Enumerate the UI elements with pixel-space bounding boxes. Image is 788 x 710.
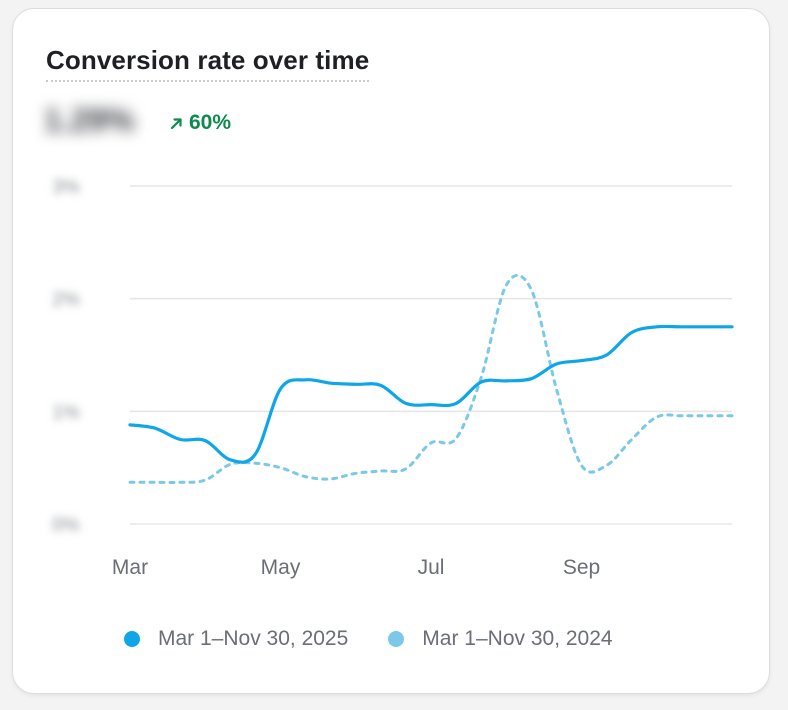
series-line-2025[interactable]: [128, 324, 734, 464]
legend-dot-2024: [388, 631, 405, 647]
y-tick-label: 1%: [52, 402, 80, 423]
x-axis-ticks: Mar May Jul Sep: [112, 556, 600, 579]
chart-series: [128, 273, 734, 484]
legend-dot-2025: [124, 631, 140, 647]
delta-badge: 60%: [170, 110, 231, 136]
x-tick-label: May: [261, 556, 301, 579]
legend-label-2024: Mar 1–Nov 30, 2024: [422, 627, 613, 650]
y-tick-label: 0%: [52, 515, 80, 536]
y-axis-ticks: 0% 1% 2% 3%: [52, 177, 80, 536]
chart-legend: Mar 1–Nov 30, 2025 Mar 1–Nov 30, 2024: [124, 627, 613, 651]
x-tick-label: Jul: [418, 556, 445, 579]
metric-value: 1.29%: [44, 102, 135, 138]
legend-item-2025[interactable]: Mar 1–Nov 30, 2025: [124, 627, 348, 651]
y-tick-label: 2%: [52, 290, 80, 311]
series-line-2024[interactable]: [128, 273, 734, 484]
legend-label-2025: Mar 1–Nov 30, 2025: [158, 627, 349, 650]
chart-card: [12, 8, 770, 694]
delta-value: 60%: [189, 111, 232, 134]
arrow-up-right-icon: [170, 117, 182, 129]
x-tick-label: Mar: [112, 556, 148, 579]
gridlines: [130, 185, 732, 525]
y-tick-label: 3%: [52, 177, 80, 198]
legend-item-2024[interactable]: Mar 1–Nov 30, 2024: [388, 627, 613, 651]
chart-title[interactable]: Conversion rate over time: [46, 44, 370, 82]
x-tick-label: Sep: [563, 556, 600, 579]
